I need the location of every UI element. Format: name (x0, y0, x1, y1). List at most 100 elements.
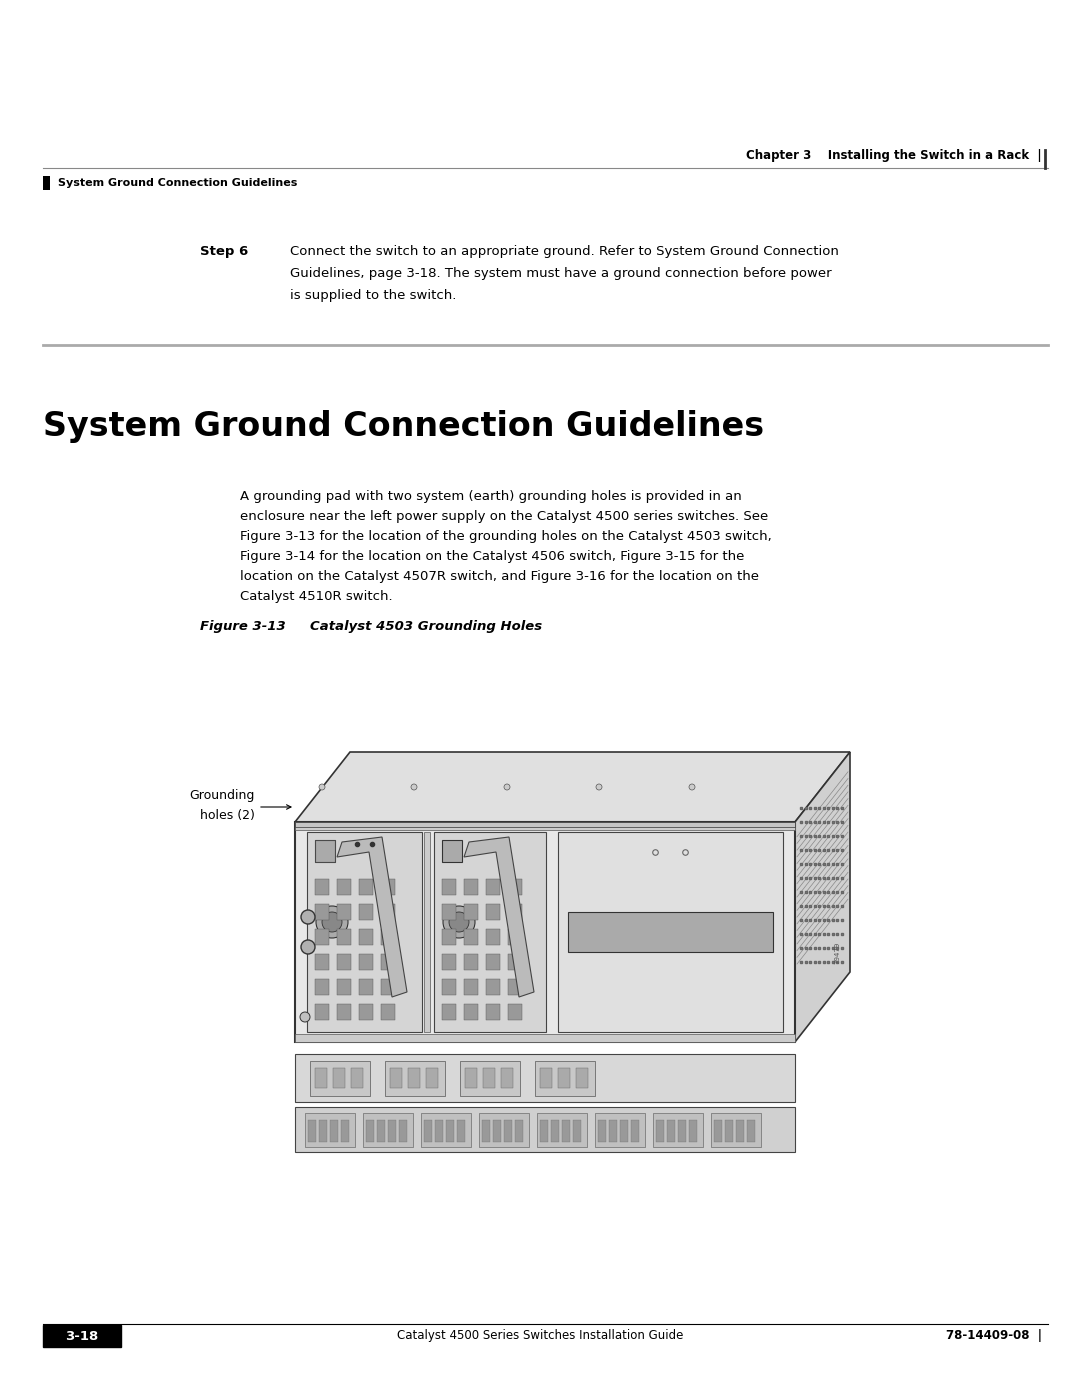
Bar (609, 1120, 617, 1141)
Text: System Ground Connection Guidelines: System Ground Connection Guidelines (58, 177, 297, 189)
Bar (558, 1067, 570, 1088)
Bar (667, 1120, 675, 1141)
Bar (501, 1067, 513, 1088)
Text: Figure 3-13 for the location of the grounding holes on the Catalyst 4503 switch,: Figure 3-13 for the location of the grou… (240, 529, 772, 543)
Bar (381, 954, 395, 970)
Bar (653, 1113, 703, 1147)
Text: 78-14409-08  |: 78-14409-08 | (946, 1330, 1042, 1343)
Bar (678, 1120, 686, 1141)
Bar (381, 879, 395, 895)
Bar (464, 979, 478, 995)
Polygon shape (295, 752, 850, 821)
Bar (747, 1120, 755, 1141)
Circle shape (316, 907, 348, 937)
Bar (508, 879, 522, 895)
Text: A grounding pad with two system (earth) grounding holes is provided in an: A grounding pad with two system (earth) … (240, 490, 742, 503)
Text: Catalyst 4510R switch.: Catalyst 4510R switch. (240, 590, 393, 604)
Bar (295, 1053, 795, 1102)
Bar (399, 1120, 407, 1141)
Bar (714, 1120, 723, 1141)
Bar (295, 821, 795, 830)
Bar (308, 1120, 316, 1141)
Bar (460, 1060, 519, 1097)
Bar (486, 904, 500, 921)
Bar (576, 1067, 588, 1088)
Text: Figure 3-14 for the location on the Catalyst 4506 switch, Figure 3-15 for the: Figure 3-14 for the location on the Cata… (240, 550, 744, 563)
Bar (43, 176, 50, 190)
Bar (508, 1004, 522, 1020)
Bar (435, 1120, 443, 1141)
Bar (620, 1120, 627, 1141)
Bar (381, 904, 395, 921)
Bar (359, 879, 373, 895)
Bar (337, 904, 351, 921)
Bar (540, 1067, 552, 1088)
Bar (464, 929, 478, 944)
Bar (307, 833, 422, 1032)
Bar (315, 954, 329, 970)
Bar (442, 929, 456, 944)
Bar (381, 979, 395, 995)
Bar (537, 1113, 588, 1147)
Circle shape (443, 907, 475, 937)
Bar (595, 1113, 645, 1147)
Circle shape (504, 784, 510, 789)
Polygon shape (464, 837, 534, 997)
Polygon shape (337, 837, 407, 997)
Bar (568, 912, 773, 951)
Circle shape (689, 784, 696, 789)
Text: location on the Catalyst 4507R switch, and Figure 3-16 for the location on the: location on the Catalyst 4507R switch, a… (240, 570, 759, 583)
Bar (504, 1120, 512, 1141)
Bar (295, 821, 795, 1042)
Text: Catalyst 4500 Series Switches Installation Guide: Catalyst 4500 Series Switches Installati… (396, 1330, 684, 1343)
Bar (480, 1113, 529, 1147)
Bar (558, 833, 783, 1032)
Bar (295, 1034, 795, 1042)
Bar (486, 954, 500, 970)
Bar (442, 1004, 456, 1020)
Bar (377, 1120, 384, 1141)
Bar (295, 821, 795, 827)
Bar (442, 879, 456, 895)
Text: Grounding: Grounding (190, 788, 255, 802)
Bar (508, 954, 522, 970)
Bar (486, 979, 500, 995)
Bar (43, 1324, 121, 1347)
Text: enclosure near the left power supply on the Catalyst 4500 series switches. See: enclosure near the left power supply on … (240, 510, 768, 522)
Bar (330, 1120, 338, 1141)
Text: is supplied to the switch.: is supplied to the switch. (291, 289, 457, 302)
Bar (315, 929, 329, 944)
Bar (464, 954, 478, 970)
Circle shape (319, 784, 325, 789)
Text: 79479: 79479 (834, 942, 840, 964)
Bar (390, 1067, 402, 1088)
FancyArrowPatch shape (260, 805, 291, 809)
Bar (315, 1067, 327, 1088)
Bar (359, 929, 373, 944)
Bar (515, 1120, 523, 1141)
Bar (508, 904, 522, 921)
Bar (315, 904, 329, 921)
Text: Catalyst 4503 Grounding Holes: Catalyst 4503 Grounding Holes (310, 620, 542, 633)
Bar (359, 954, 373, 970)
Bar (540, 1120, 548, 1141)
Bar (562, 1120, 570, 1141)
Text: Connect the switch to an appropriate ground. Refer to System Ground Connection: Connect the switch to an appropriate gro… (291, 244, 839, 258)
Bar (464, 904, 478, 921)
Bar (310, 1060, 370, 1097)
Polygon shape (795, 752, 850, 1042)
Bar (305, 1113, 355, 1147)
Bar (486, 879, 500, 895)
Bar (551, 1120, 559, 1141)
Bar (725, 1120, 733, 1141)
Bar (341, 1120, 349, 1141)
Bar (315, 840, 335, 862)
Bar (424, 1120, 432, 1141)
Text: 3-18: 3-18 (66, 1330, 98, 1343)
Bar (337, 954, 351, 970)
Bar (598, 1120, 606, 1141)
Bar (315, 1004, 329, 1020)
Text: Chapter 3    Installing the Switch in a Rack  |: Chapter 3 Installing the Switch in a Rac… (746, 149, 1042, 162)
Bar (337, 1004, 351, 1020)
Bar (508, 979, 522, 995)
